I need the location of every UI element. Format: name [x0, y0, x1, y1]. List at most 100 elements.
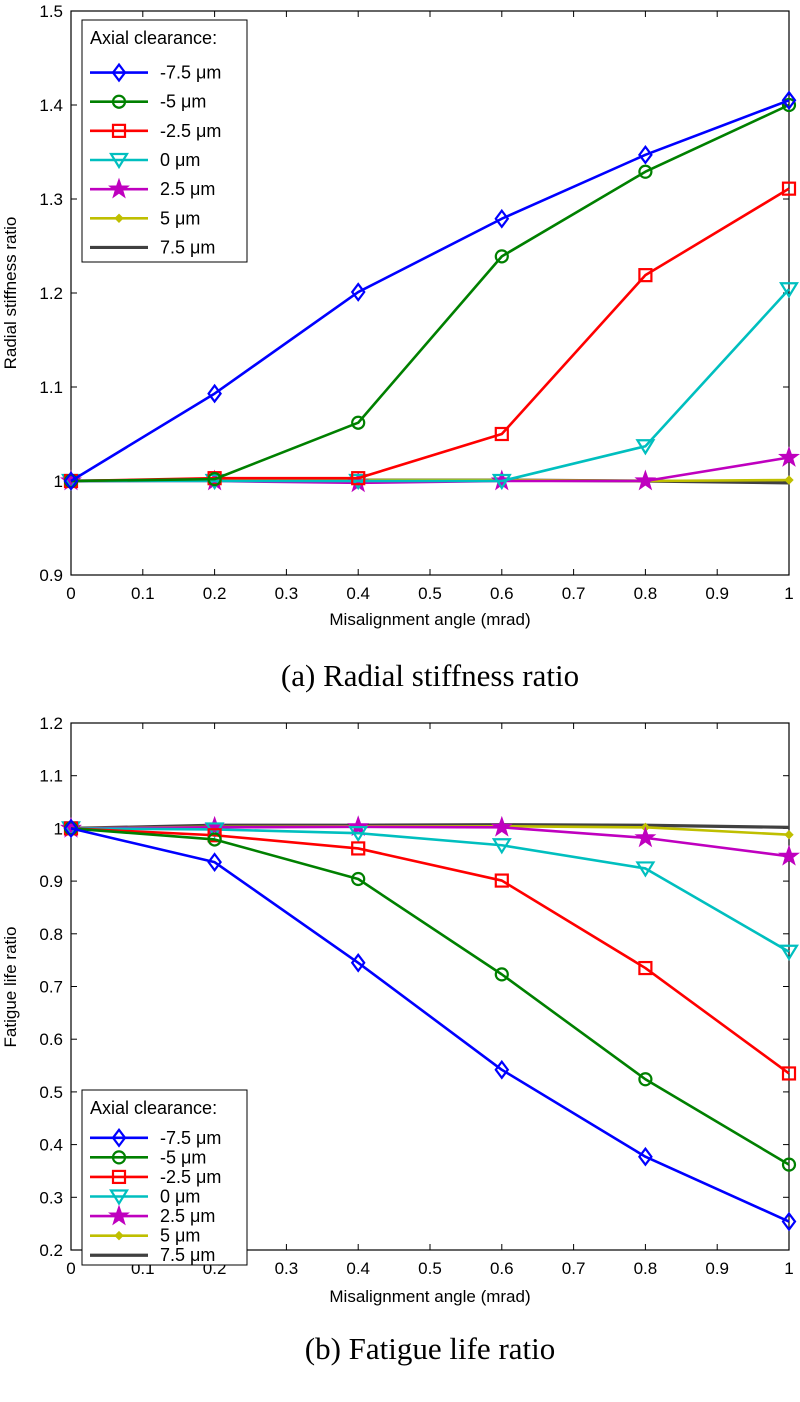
data-point: [204, 473, 225, 491]
x-tick-label: 0.8: [634, 1259, 658, 1278]
chart-2: 0 0.1 0.2 0.3 0.4 0.5 0.6 0.7 0.8 0.9 10.20.30.40.…: [1, 714, 800, 1366]
legend-label: -7.5 μm: [160, 63, 221, 83]
legend-label: -7.5 μm: [160, 1128, 221, 1148]
data-point: [638, 1072, 653, 1087]
x-tick-label: 0.9: [705, 1259, 729, 1278]
data-point: [494, 249, 509, 264]
x-tick-label: 0.9: [705, 584, 729, 603]
legend-label: 7.5 μm: [160, 1245, 215, 1265]
series-line: [70, 99, 790, 483]
x-tick-label: 0.6: [490, 584, 514, 603]
data-point: [351, 841, 366, 856]
x-tick-label: 0.7: [562, 1259, 586, 1278]
series-line: [70, 827, 790, 1166]
data-point: [491, 473, 512, 491]
data-point: [781, 1066, 797, 1081]
legend-label: 2.5 μm: [160, 179, 215, 199]
x-tick-label: 0: [66, 584, 75, 603]
data-point: [350, 952, 366, 973]
data-point: [635, 861, 656, 878]
y-axis-label: Radial stiffness ratio: [1, 217, 20, 370]
series-line: [70, 827, 790, 953]
data-point: [494, 1059, 510, 1080]
legend-label: -2.5 μm: [160, 1167, 221, 1187]
data-point: [351, 871, 366, 887]
legend-label: -5 μm: [160, 92, 206, 112]
series-line: [70, 825, 790, 858]
y-tick-label: 1.2: [39, 284, 63, 303]
legend-marker: [109, 152, 129, 170]
legend-label: 5 μm: [160, 208, 200, 228]
data-point: [634, 826, 657, 848]
data-point: [350, 282, 366, 302]
data-point: [207, 383, 222, 404]
data-point: [494, 873, 509, 888]
y-tick-label: 0.9: [39, 872, 63, 891]
data-point: [348, 826, 369, 843]
data-point: [781, 1157, 797, 1172]
data-point: [207, 832, 222, 847]
data-point: [779, 282, 799, 299]
legend-marker: [111, 1169, 127, 1185]
data-point: [63, 818, 79, 839]
series--7_5m: [63, 90, 797, 491]
x-tick-label: 0.7: [562, 584, 586, 603]
series--7_5m: [63, 818, 797, 1232]
y-tick-label: 0.6: [39, 1030, 63, 1049]
y-tick-label: 1: [54, 819, 63, 838]
y-tick-label: 0.2: [39, 1241, 63, 1260]
x-tick-label: 0.5: [418, 584, 442, 603]
data-point: [778, 844, 800, 866]
figure-caption: (a) Radial stiffness ratio: [281, 658, 579, 693]
legend: Axial clearance: -7.5 μm-5 μm-2.5 μm0 μm2…: [81, 1089, 248, 1266]
x-tick-label: 0.2: [203, 584, 227, 603]
series-line: [70, 823, 790, 830]
data-point: [781, 97, 797, 113]
legend-marker: [108, 177, 130, 199]
y-tick-label: 0.8: [39, 925, 63, 944]
data-point: [348, 473, 369, 491]
x-tick-label: 0.6: [490, 1259, 514, 1278]
legend-box: [81, 19, 248, 263]
x-axis-label: Misalignment angle (mrad): [329, 1287, 530, 1306]
y-tick-label: 0.7: [39, 978, 63, 997]
data-point: [494, 967, 509, 982]
series-2_5m: [60, 815, 800, 866]
data-point: [490, 815, 513, 837]
x-axis-label: Misalignment angle (mrad): [329, 610, 530, 629]
series--5m: [63, 97, 797, 489]
data-point: [781, 1211, 797, 1232]
data-point: [638, 164, 653, 179]
series-line: [71, 288, 790, 483]
legend-label: -5 μm: [160, 1147, 206, 1167]
data-point: [638, 1146, 653, 1167]
y-tick-label: 0.4: [39, 1136, 63, 1155]
x-tick-label: 0.3: [275, 1259, 299, 1278]
data-point: [494, 208, 510, 229]
y-tick-label: 0.3: [39, 1188, 63, 1207]
legend-marker: [111, 123, 127, 138]
y-tick-label: 1: [54, 472, 63, 491]
y-tick-label: 0.5: [39, 1083, 63, 1102]
figure-caption: (b) Fatigue life ratio: [305, 1331, 556, 1366]
y-tick-label: 0.9: [39, 566, 63, 585]
legend-marker: [111, 1127, 127, 1148]
data-point: [351, 415, 366, 430]
y-tick-label: 1.2: [39, 714, 63, 733]
series-0m: [61, 282, 799, 491]
data-point: [207, 828, 222, 843]
legend-marker: [114, 213, 124, 223]
x-tick-label: 1: [784, 584, 793, 603]
x-tick-label: 0: [66, 1259, 75, 1278]
legend-title: Axial clearance:: [90, 1098, 217, 1118]
legend-label: 0 μm: [160, 1187, 200, 1207]
data-point: [63, 471, 79, 491]
legend-marker: [111, 94, 127, 109]
x-tick-label: 0.5: [418, 1259, 442, 1278]
series-7_5m: [70, 823, 790, 830]
data-point: [494, 426, 509, 442]
legend-marker: [114, 1230, 124, 1241]
legend-marker: [108, 1204, 130, 1226]
data-point: [638, 960, 653, 976]
